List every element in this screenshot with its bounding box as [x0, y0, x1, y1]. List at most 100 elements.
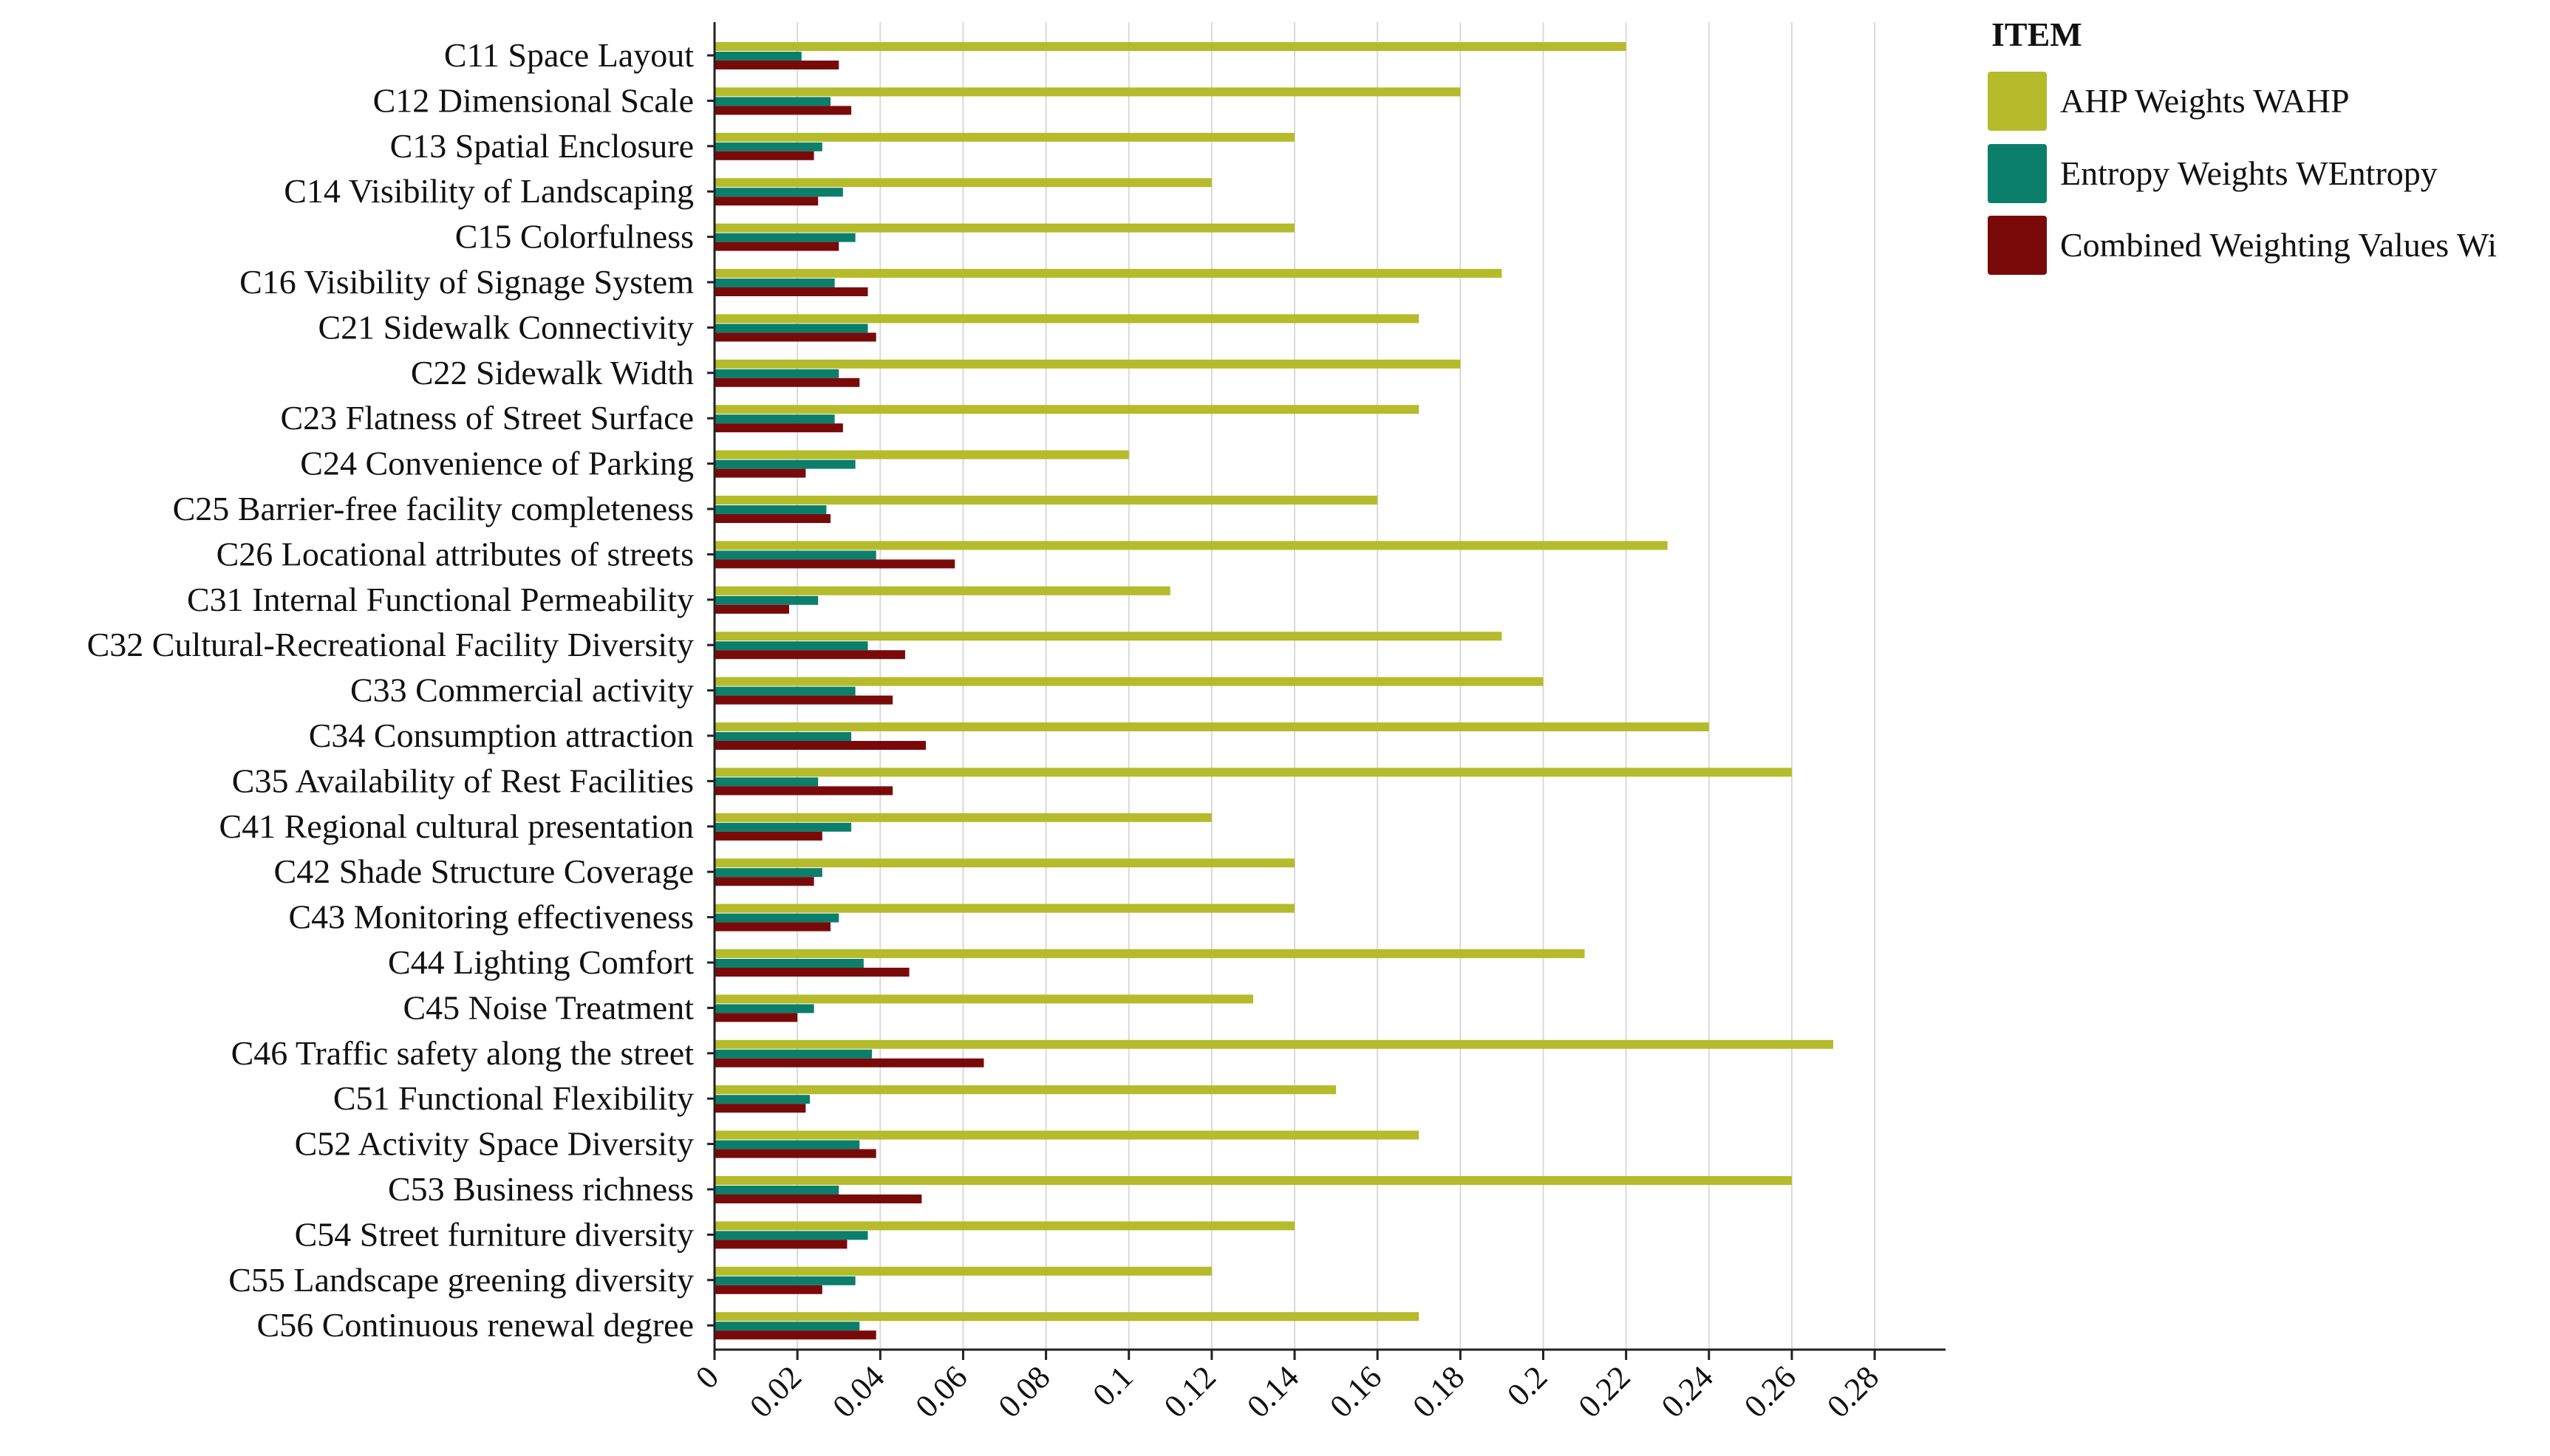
bar-12-series-1[interactable] [715, 541, 1668, 550]
bar-10-series-3[interactable] [715, 468, 806, 478]
bar-6-series-2[interactable] [715, 278, 835, 287]
bar-26-series-3[interactable] [715, 1194, 922, 1203]
bar-26-series-1[interactable] [715, 1176, 1792, 1185]
bar-10-series-1[interactable] [715, 450, 1129, 459]
x-tick-label-6: 0.12 [1157, 1358, 1223, 1424]
bar-7-series-1[interactable] [715, 314, 1419, 324]
bar-19-series-1[interactable] [715, 858, 1295, 868]
bar-24-series-2[interactable] [715, 1095, 810, 1104]
bar-21-series-2[interactable] [715, 959, 864, 968]
bar-9-series-1[interactable] [715, 405, 1419, 414]
bar-20-series-3[interactable] [715, 922, 831, 932]
bar-5-series-2[interactable] [715, 233, 856, 242]
category-label-3: C13 Spatial Enclosure [390, 127, 694, 165]
bar-17-series-3[interactable] [715, 786, 893, 796]
bar-29-series-1[interactable] [715, 1312, 1419, 1322]
bar-20-series-2[interactable] [715, 913, 839, 923]
bar-2-series-1[interactable] [715, 87, 1461, 97]
bar-9-series-3[interactable] [715, 423, 843, 433]
bar-26-series-2[interactable] [715, 1186, 839, 1194]
bar-20-series-1[interactable] [715, 903, 1295, 913]
bar-11-series-3[interactable] [715, 514, 831, 523]
x-tick-label-0: 0 [689, 1358, 726, 1395]
bar-8-series-1[interactable] [715, 359, 1461, 369]
bar-12-series-3[interactable] [715, 559, 955, 569]
bar-9-series-2[interactable] [715, 414, 835, 424]
bar-1-series-1[interactable] [715, 42, 1626, 51]
bar-17-series-2[interactable] [715, 777, 819, 787]
legend-swatch-entropy[interactable] [1988, 144, 2047, 203]
legend: ITEM AHP Weights WAHP Entropy Weights WE… [1988, 16, 2497, 275]
x-tick-label-2: 0.04 [825, 1358, 891, 1424]
bar-27-series-1[interactable] [715, 1221, 1295, 1231]
bar-14-series-3[interactable] [715, 650, 905, 660]
bar-16-series-1[interactable] [715, 722, 1709, 731]
bar-13-series-3[interactable] [715, 604, 789, 614]
bar-24-series-1[interactable] [715, 1085, 1337, 1095]
bar-28-series-3[interactable] [715, 1285, 822, 1294]
bar-25-series-3[interactable] [715, 1149, 876, 1158]
legend-title: ITEM [1991, 16, 2082, 53]
bar-19-series-2[interactable] [715, 868, 822, 878]
bar-12-series-2[interactable] [715, 550, 876, 560]
bar-23-series-3[interactable] [715, 1058, 984, 1067]
bar-2-series-2[interactable] [715, 97, 831, 106]
bar-21-series-3[interactable] [715, 968, 910, 977]
bar-15-series-1[interactable] [715, 677, 1544, 686]
bar-18-series-1[interactable] [715, 813, 1212, 822]
bar-14-series-1[interactable] [715, 632, 1502, 641]
bar-11-series-2[interactable] [715, 505, 827, 514]
bar-5-series-3[interactable] [715, 242, 839, 251]
category-label-29: C56 Continuous renewal degree [257, 1306, 694, 1344]
bar-19-series-3[interactable] [715, 877, 814, 886]
bar-6-series-1[interactable] [715, 269, 1502, 278]
bar-1-series-3[interactable] [715, 61, 839, 69]
bar-23-series-2[interactable] [715, 1049, 873, 1059]
bar-18-series-3[interactable] [715, 831, 822, 841]
category-label-18: C41 Regional cultural presentation [219, 807, 694, 845]
bar-11-series-1[interactable] [715, 496, 1378, 505]
bar-7-series-3[interactable] [715, 332, 876, 342]
legend-swatch-ahp[interactable] [1988, 72, 2047, 131]
category-label-21: C44 Lighting Comfort [388, 943, 694, 981]
bar-10-series-2[interactable] [715, 459, 856, 469]
bar-27-series-3[interactable] [715, 1240, 848, 1249]
bar-2-series-3[interactable] [715, 106, 852, 115]
bar-8-series-3[interactable] [715, 377, 860, 387]
bar-28-series-1[interactable] [715, 1266, 1212, 1276]
bar-21-series-1[interactable] [715, 949, 1585, 958]
bar-4-series-1[interactable] [715, 178, 1212, 188]
bar-16-series-3[interactable] [715, 741, 926, 750]
bar-25-series-2[interactable] [715, 1140, 860, 1149]
bar-22-series-1[interactable] [715, 994, 1253, 1004]
bar-7-series-2[interactable] [715, 324, 868, 333]
bar-6-series-3[interactable] [715, 287, 868, 296]
bar-27-series-2[interactable] [715, 1231, 868, 1240]
bar-16-series-2[interactable] [715, 732, 852, 741]
bar-28-series-2[interactable] [715, 1276, 856, 1285]
bar-5-series-1[interactable] [715, 223, 1295, 233]
bar-15-series-3[interactable] [715, 695, 893, 705]
bar-4-series-3[interactable] [715, 196, 819, 206]
bar-17-series-1[interactable] [715, 768, 1792, 777]
bar-18-series-2[interactable] [715, 822, 852, 832]
bar-13-series-1[interactable] [715, 586, 1170, 595]
bar-13-series-2[interactable] [715, 595, 819, 605]
bar-24-series-3[interactable] [715, 1104, 806, 1113]
bar-3-series-2[interactable] [715, 142, 822, 151]
legend-swatch-combined[interactable] [1988, 216, 2047, 275]
bar-23-series-1[interactable] [715, 1039, 1833, 1049]
bar-29-series-3[interactable] [715, 1330, 876, 1340]
bar-25-series-1[interactable] [715, 1130, 1419, 1140]
bar-3-series-3[interactable] [715, 151, 814, 160]
bar-29-series-2[interactable] [715, 1322, 860, 1331]
bar-15-series-2[interactable] [715, 686, 856, 696]
bar-4-series-2[interactable] [715, 188, 843, 197]
bar-14-series-2[interactable] [715, 641, 868, 651]
bar-22-series-2[interactable] [715, 1004, 814, 1014]
bar-8-series-2[interactable] [715, 369, 839, 378]
category-label-19: C42 Shade Structure Coverage [274, 852, 694, 890]
bar-3-series-1[interactable] [715, 132, 1295, 142]
bar-1-series-2[interactable] [715, 52, 802, 61]
bar-22-series-3[interactable] [715, 1013, 798, 1022]
